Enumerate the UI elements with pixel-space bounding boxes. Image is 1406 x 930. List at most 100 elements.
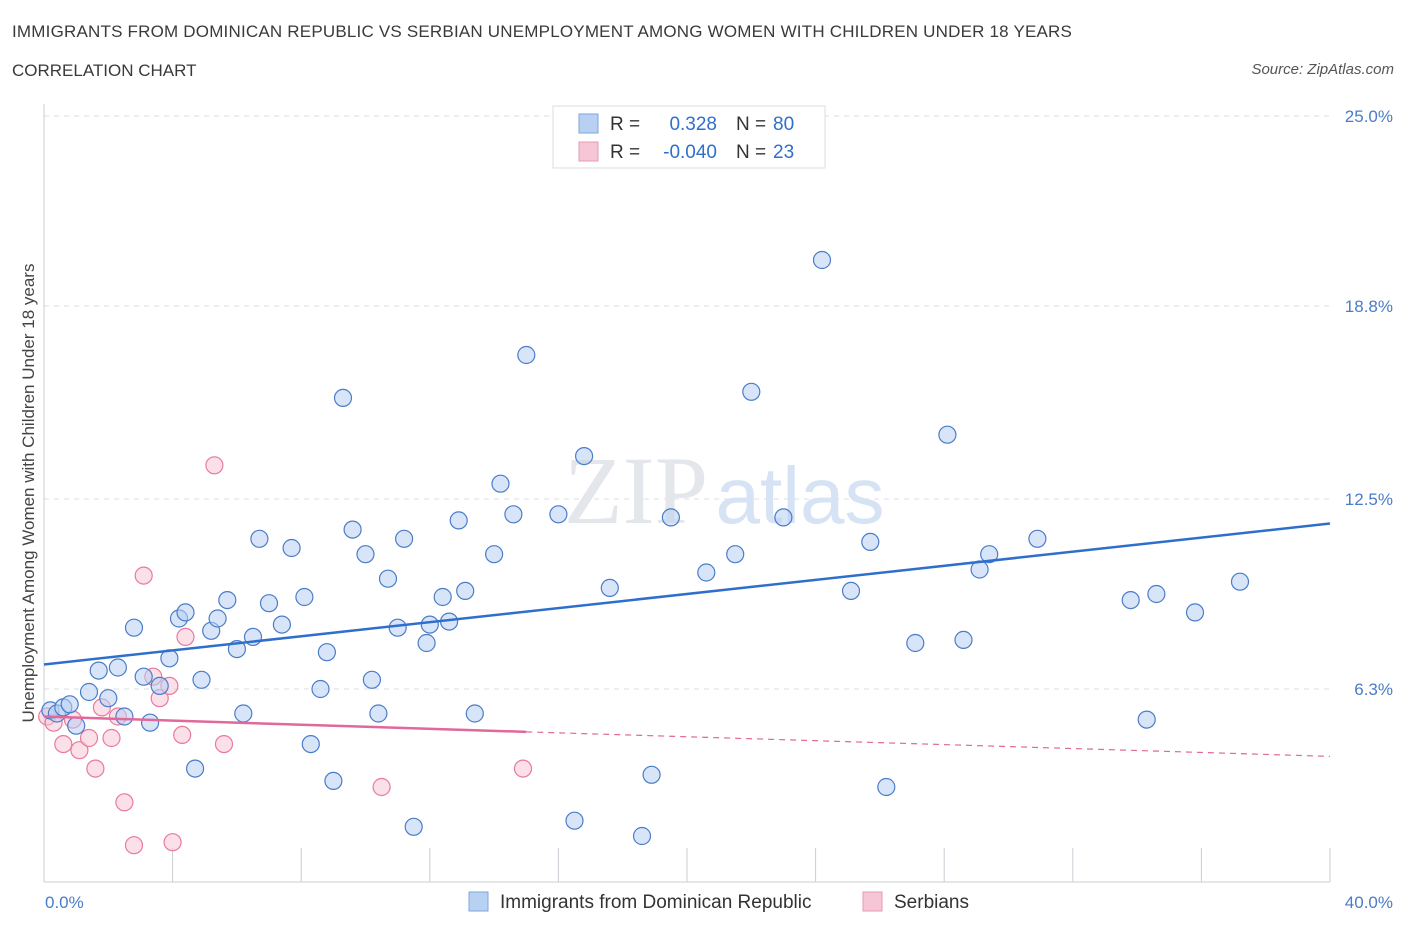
dominican-point-16: [176, 603, 195, 622]
bottom-legend-swatch-blue: [468, 891, 489, 912]
dominican-point-60: [661, 508, 681, 527]
dominican-point-79: [1230, 572, 1250, 591]
dominican-point-53: [517, 345, 536, 365]
trend-lines: [43, 522, 1331, 757]
axes: [43, 104, 1331, 883]
dominican-point-49: [465, 704, 484, 723]
dominican-point-27: [272, 615, 291, 634]
dominican-point-56: [574, 447, 594, 466]
watermark-atlas: atlas: [716, 451, 885, 540]
dominican-point-73: [980, 545, 999, 564]
dominican-point-11: [134, 667, 153, 686]
bottom-legend-label-pink: Serbians: [894, 892, 969, 913]
dominican-point-7: [99, 689, 118, 708]
dominican-point-30: [301, 734, 320, 754]
serbians-point-5: [79, 728, 99, 748]
serbians-point-17: [173, 725, 192, 745]
dominican-point-39: [378, 569, 398, 588]
y-axis-label: Unemployment Among Women with Children U…: [19, 264, 38, 723]
dominican-point-71: [954, 630, 973, 650]
dominican-point-57: [600, 578, 619, 598]
dominican-point-50: [485, 545, 504, 564]
dominican-point-54: [549, 505, 568, 524]
watermark: ZIP atlas: [564, 437, 884, 544]
dominican-point-67: [861, 532, 880, 552]
serbians-point-11: [124, 836, 144, 855]
legend-n-value-2: 23: [773, 142, 794, 163]
dominican-point-66: [841, 581, 861, 601]
dominican-point-55: [565, 811, 584, 830]
dominican-point-65: [812, 250, 832, 270]
dominican-point-20: [208, 609, 227, 628]
bottom-legend-label-blue: Immigrants from Dominican Republic: [500, 892, 812, 913]
dominican-trend-line: [43, 522, 1331, 666]
dominican-point-51: [491, 474, 510, 493]
dominican-point-28: [282, 538, 301, 558]
legend-r-value-2: -0.040: [663, 142, 717, 163]
dominican-point-21: [218, 590, 237, 610]
y-tick-label-2: 18.8%: [1345, 297, 1393, 316]
serbians-point-20: [214, 734, 234, 754]
serbians-point-19: [205, 456, 224, 475]
dominican-point-64: [774, 508, 793, 527]
serbians-point-8: [102, 728, 121, 748]
dominican-point-13: [150, 676, 169, 696]
dominican-point-8: [108, 658, 128, 677]
dominican-point-70: [938, 425, 957, 444]
dominican-point-78: [1185, 603, 1205, 622]
x-tick-label-1: 40.0%: [1345, 893, 1393, 912]
legend-r-label-2: R =: [610, 142, 640, 163]
legend-n-value-1: 80: [773, 114, 794, 135]
dominican-point-3: [60, 695, 79, 714]
serbians-trend-extension: [526, 731, 1331, 757]
dominican-point-77: [1147, 584, 1166, 604]
dominican-point-45: [433, 587, 452, 607]
dominican-point-48: [456, 581, 475, 601]
dominican-point-40: [388, 618, 407, 637]
dominican-point-25: [250, 529, 269, 548]
dominican-point-61: [697, 563, 716, 582]
dominican-point-12: [141, 713, 160, 732]
dominican-point-4: [67, 716, 86, 735]
serbians-point-4: [70, 741, 89, 760]
serbians-point-16: [163, 833, 182, 852]
chart-subtitle: CORRELATION CHART: [12, 61, 197, 80]
dominican-point-59: [642, 765, 661, 784]
serbians-point-2: [54, 734, 73, 754]
legend-r-value-1: 0.328: [669, 114, 717, 135]
x-tick-label-0: 0.0%: [45, 893, 84, 912]
dominican-point-47: [449, 511, 468, 530]
y-tick-label-3: 25.0%: [1345, 107, 1393, 126]
tick-labels: 6.3% 12.5% 18.8% 25.0% 0.0% 40.0%: [45, 107, 1393, 912]
dominican-point-74: [1028, 529, 1047, 548]
y-tick-label-0: 6.3%: [1354, 680, 1393, 699]
dominican-point-33: [324, 771, 343, 791]
source-label: Source: ZipAtlas.com: [1251, 61, 1394, 78]
dominican-point-36: [356, 545, 375, 564]
dominican-point-23: [234, 704, 253, 723]
legend-r-label-1: R =: [610, 114, 640, 135]
serbians-point-10: [115, 793, 134, 812]
legend-n-label-1: N =: [736, 114, 766, 135]
dominican-point-34: [333, 388, 353, 407]
dominican-point-29: [295, 587, 314, 607]
serbians-point-6: [86, 759, 105, 778]
legend-swatch-blue: [578, 113, 599, 134]
dominican-point-68: [877, 777, 896, 797]
dominican-point-42: [404, 817, 423, 836]
dominican-point-10: [124, 618, 144, 637]
dominican-point-41: [395, 529, 414, 548]
dominican-point-17: [186, 759, 205, 778]
dominican-point-63: [742, 382, 761, 401]
legend-swatch-pink: [578, 141, 599, 162]
dominican-point-31: [311, 679, 330, 699]
serbians-point-22: [513, 759, 533, 778]
dominican-point-26: [259, 594, 279, 613]
dominican-points: [41, 250, 1250, 846]
dominican-point-58: [632, 826, 652, 846]
dominican-point-9: [115, 707, 134, 726]
serbians-point-18: [176, 627, 195, 647]
dominican-point-52: [504, 505, 523, 524]
dominican-point-32: [317, 643, 336, 662]
stats-legend: R = 0.328 N = 80 R = -0.040 N = 23: [552, 105, 826, 169]
